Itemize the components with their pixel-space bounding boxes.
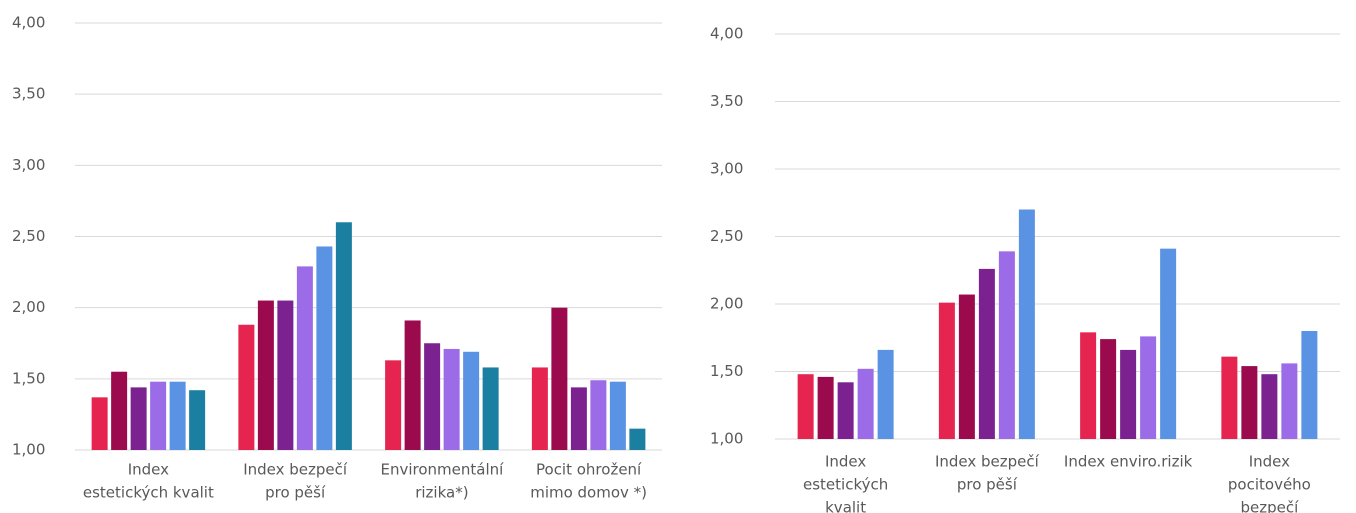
x-tick-label: pocitového	[1228, 476, 1311, 494]
bar	[130, 387, 147, 450]
y-tick-label: 1,50	[12, 369, 45, 387]
x-tick-label: pro pěší	[265, 484, 326, 502]
bar	[1221, 356, 1238, 439]
bar	[169, 381, 186, 450]
bar	[1281, 363, 1298, 439]
bar	[609, 381, 626, 450]
bar	[404, 320, 421, 450]
bar	[570, 387, 587, 450]
y-tick-label: 3,00	[710, 160, 743, 178]
x-tick-label: estetických	[803, 476, 888, 494]
x-tick-label: bezpečí	[1240, 499, 1299, 513]
y-tick-label: 4,00	[12, 14, 45, 32]
bar	[335, 222, 352, 450]
y-tick-label: 2,00	[710, 295, 743, 313]
x-tick-label: rizika*)	[415, 484, 468, 502]
y-tick-label: 3,50	[12, 85, 45, 103]
bar	[1140, 336, 1157, 439]
x-tick-label: Index bezpečí	[935, 453, 1040, 471]
bar	[443, 348, 460, 450]
x-tick-label: Index	[825, 453, 866, 471]
x-tick-label: Pocit ohrožení	[536, 461, 642, 479]
bar	[978, 268, 995, 439]
bar	[1018, 209, 1035, 439]
x-tick-label: estetických kvalit	[83, 484, 214, 502]
x-tick-label: Index enviro.rizik	[1064, 453, 1193, 471]
bar	[551, 307, 568, 450]
y-tick-label: 1,50	[710, 362, 743, 380]
bar	[938, 302, 955, 439]
y-tick-label: 2,50	[12, 227, 45, 245]
bar	[189, 390, 206, 450]
bar	[385, 360, 402, 450]
bar	[91, 397, 108, 450]
bar	[1080, 332, 1097, 439]
x-tick-label: pro pěší	[957, 476, 1018, 494]
x-tick-label: Index	[128, 461, 169, 479]
x-tick-label: Index bezpečí	[243, 461, 348, 479]
bar	[629, 428, 646, 450]
bar	[837, 382, 854, 439]
bar	[463, 351, 480, 450]
bar	[1241, 366, 1258, 439]
bar	[316, 246, 333, 450]
y-tick-label: 3,00	[12, 156, 45, 174]
bar	[482, 367, 499, 450]
bar	[857, 368, 874, 439]
x-tick-label: Environmentální	[380, 461, 504, 479]
bar	[1100, 339, 1117, 439]
x-tick-label: kvalit	[825, 499, 866, 513]
bar	[257, 300, 274, 450]
bar	[531, 367, 548, 450]
bar	[877, 349, 894, 439]
bar	[1261, 374, 1278, 439]
x-tick-label: mimo domov *)	[530, 484, 647, 502]
bar	[998, 251, 1015, 439]
x-tick-label: Index	[1249, 453, 1290, 471]
y-tick-label: 2,50	[710, 227, 743, 245]
y-tick-label: 1,00	[12, 441, 45, 459]
bar	[238, 324, 255, 450]
bar	[150, 381, 167, 450]
y-tick-label: 3,50	[710, 92, 743, 110]
bar	[817, 376, 834, 439]
bar	[958, 294, 975, 439]
bar	[296, 266, 313, 450]
y-tick-label: 2,00	[12, 298, 45, 316]
bar	[1120, 349, 1137, 439]
y-tick-label: 1,00	[710, 430, 743, 448]
y-tick-label: 4,00	[710, 25, 743, 43]
bar	[590, 380, 607, 450]
bar	[1160, 248, 1177, 439]
bar	[111, 371, 128, 450]
bar	[424, 343, 441, 450]
bar	[1301, 331, 1318, 439]
bar	[277, 300, 294, 450]
bar	[797, 374, 814, 439]
